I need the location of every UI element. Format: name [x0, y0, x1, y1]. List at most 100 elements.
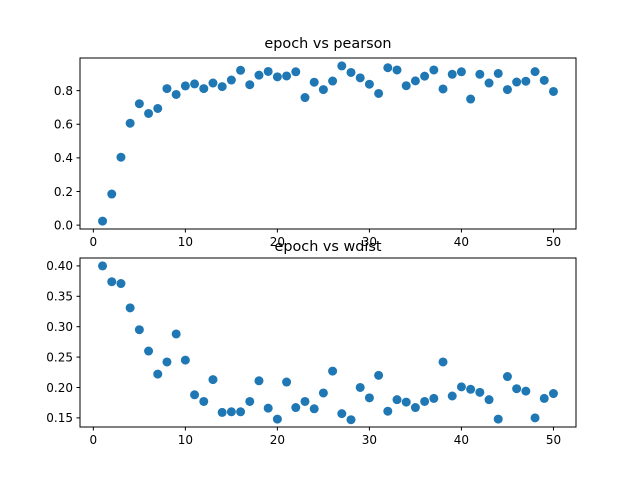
pearson-point-30 — [364, 79, 374, 89]
pearson-point-28 — [346, 67, 356, 77]
wdist-point-10 — [180, 355, 190, 365]
wdist-point-23 — [300, 396, 310, 406]
wdist-point-22 — [291, 403, 301, 413]
pearson-point-29 — [355, 73, 365, 83]
pearson-x-axis: 0 10 20 30 40 50 — [90, 229, 561, 249]
pearson-ytick-label-1: 0.2 — [54, 185, 73, 199]
wdist-point-47 — [521, 386, 531, 396]
pearson-xtick-label-30: 30 — [362, 235, 377, 249]
pearson-point-26 — [328, 76, 338, 86]
wdist-point-20 — [272, 414, 282, 424]
pearson-point-47 — [521, 76, 531, 86]
pearson-point-50 — [548, 86, 558, 96]
pearson-point-8 — [162, 84, 172, 94]
pearson-point-15 — [226, 75, 236, 85]
pearson-xtick-label-40: 40 — [454, 235, 469, 249]
wdist-point-8 — [162, 357, 172, 367]
pearson-point-49 — [539, 75, 549, 85]
wdist-point-50 — [548, 389, 558, 399]
wdist-axes-frame — [79, 257, 577, 428]
wdist-point-5 — [134, 325, 144, 335]
pearson-point-36 — [420, 71, 430, 81]
wdist-xtick-label-10: 10 — [178, 433, 193, 447]
pearson-point-12 — [199, 84, 209, 94]
pearson-axes-frame — [79, 57, 577, 230]
pearson-ytick-label-0: 0.0 — [54, 218, 73, 232]
wdist-point-33 — [392, 395, 402, 405]
pearson-point-18 — [254, 70, 264, 80]
wdist-ytick-label-5: 0.40 — [46, 259, 73, 273]
pearson-point-9 — [171, 89, 181, 99]
pearson-point-42 — [475, 69, 485, 79]
wdist-point-46 — [512, 384, 522, 394]
wdist-xtick-label-20: 20 — [270, 433, 285, 447]
wdist-point-14 — [217, 407, 227, 417]
subplot-wdist: epoch vs wdist 0 10 20 30 40 50 0.150.200.250… — [46, 239, 577, 447]
wdist-point-43 — [484, 395, 494, 405]
wdist-ytick-label-1: 0.20 — [46, 381, 73, 395]
pearson-point-33 — [392, 65, 402, 75]
pearson-ytick-label-3: 0.6 — [54, 118, 73, 132]
pearson-point-10 — [180, 81, 190, 91]
wdist-point-40 — [456, 382, 466, 392]
wdist-point-3 — [116, 279, 126, 289]
pearson-xtick-label-20: 20 — [270, 235, 285, 249]
pearson-point-45 — [502, 85, 512, 95]
wdist-point-35 — [410, 403, 420, 413]
wdist-point-28 — [346, 415, 356, 425]
pearson-point-32 — [383, 63, 393, 73]
wdist-point-27 — [337, 409, 347, 419]
pearson-point-6 — [144, 108, 154, 118]
pearson-point-41 — [466, 94, 476, 104]
pearson-y-axis: 0.0 0.2 0.4 0.6 0.8 — [54, 84, 80, 232]
pearson-point-40 — [456, 67, 466, 77]
pearson-point-46 — [512, 77, 522, 87]
pearson-point-25 — [318, 85, 328, 95]
pearson-point-13 — [208, 78, 218, 88]
pearson-point-7 — [153, 103, 163, 113]
pearson-ytick-label-4: 0.8 — [54, 84, 73, 98]
wdist-point-44 — [493, 414, 503, 424]
pearson-point-17 — [245, 80, 255, 90]
wdist-point-15 — [226, 407, 236, 417]
wdist-point-4 — [125, 303, 135, 313]
wdist-point-11 — [190, 390, 200, 400]
wdist-point-21 — [282, 377, 292, 387]
pearson-point-35 — [410, 76, 420, 86]
wdist-point-34 — [401, 397, 411, 407]
pearson-point-24 — [309, 77, 319, 87]
pearson-point-2 — [107, 189, 117, 199]
pearson-ytick-label-2: 0.4 — [54, 151, 73, 165]
wdist-point-24 — [309, 404, 319, 414]
wdist-point-39 — [447, 391, 457, 401]
chart-title-pearson: epoch vs pearson — [264, 36, 391, 52]
wdist-point-9 — [171, 329, 181, 339]
wdist-ytick-label-2: 0.25 — [46, 350, 73, 364]
wdist-point-2 — [107, 277, 117, 287]
wdist-points — [98, 261, 558, 425]
pearson-point-5 — [134, 99, 144, 109]
wdist-ytick-label-4: 0.35 — [46, 290, 73, 304]
pearson-point-39 — [447, 69, 457, 79]
pearson-point-44 — [493, 68, 503, 78]
wdist-point-6 — [144, 346, 154, 356]
wdist-point-7 — [153, 369, 163, 379]
wdist-x-axis: 0 10 20 30 40 50 — [90, 427, 561, 447]
wdist-point-13 — [208, 375, 218, 385]
wdist-point-48 — [530, 413, 540, 423]
pearson-point-34 — [401, 81, 411, 91]
wdist-xtick-label-40: 40 — [454, 433, 469, 447]
pearson-point-27 — [337, 61, 347, 71]
pearson-point-1 — [98, 216, 108, 226]
chart-title-wdist: epoch vs wdist — [274, 239, 381, 255]
pearson-point-38 — [438, 84, 448, 94]
wdist-point-31 — [374, 370, 384, 380]
wdist-point-36 — [420, 396, 430, 406]
pearson-xtick-label-0: 0 — [90, 235, 98, 249]
pearson-point-16 — [236, 65, 246, 75]
wdist-point-37 — [429, 393, 439, 403]
pearson-point-31 — [374, 88, 384, 98]
pearson-point-43 — [484, 78, 494, 88]
